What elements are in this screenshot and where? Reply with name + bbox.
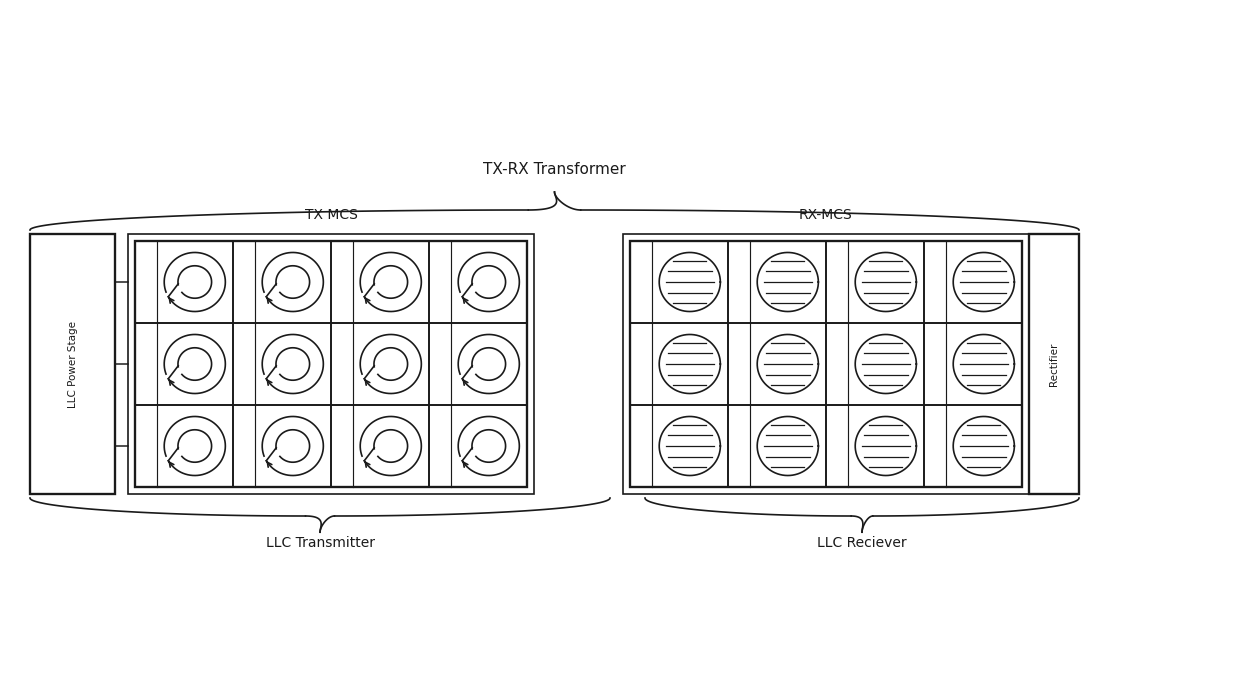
Text: RX-MCS: RX-MCS — [799, 208, 853, 222]
Bar — [135, 405, 233, 487]
Bar — [233, 323, 331, 405]
Text: TX MCS: TX MCS — [305, 208, 357, 222]
Bar — [429, 241, 527, 323]
Bar — [924, 241, 1022, 323]
Bar — [429, 323, 527, 405]
Bar — [630, 405, 728, 487]
Bar — [233, 241, 331, 323]
Text: TX-RX Transformer: TX-RX Transformer — [484, 161, 626, 177]
Bar — [429, 405, 527, 487]
Bar — [630, 241, 1022, 487]
Bar — [630, 241, 728, 323]
Bar — [826, 405, 924, 487]
Text: Rectifier: Rectifier — [1049, 342, 1059, 385]
Bar — [622, 234, 1029, 494]
Bar — [135, 323, 233, 405]
Text: LLC Transmitter: LLC Transmitter — [265, 536, 374, 550]
Bar — [135, 241, 233, 323]
Bar — [924, 323, 1022, 405]
Bar — [924, 405, 1022, 487]
Text: LLC Reciever: LLC Reciever — [817, 536, 906, 550]
Bar — [1029, 234, 1079, 494]
Bar — [331, 405, 429, 487]
Bar — [728, 241, 826, 323]
Bar — [30, 234, 115, 494]
Text: LLC Power Stage: LLC Power Stage — [67, 321, 78, 407]
Bar — [728, 323, 826, 405]
Bar — [233, 405, 331, 487]
Bar — [826, 323, 924, 405]
Bar — [128, 234, 534, 494]
Bar — [331, 323, 429, 405]
Bar — [728, 405, 826, 487]
Bar — [630, 323, 728, 405]
Bar — [826, 241, 924, 323]
Bar — [331, 241, 429, 323]
Bar — [135, 241, 527, 487]
